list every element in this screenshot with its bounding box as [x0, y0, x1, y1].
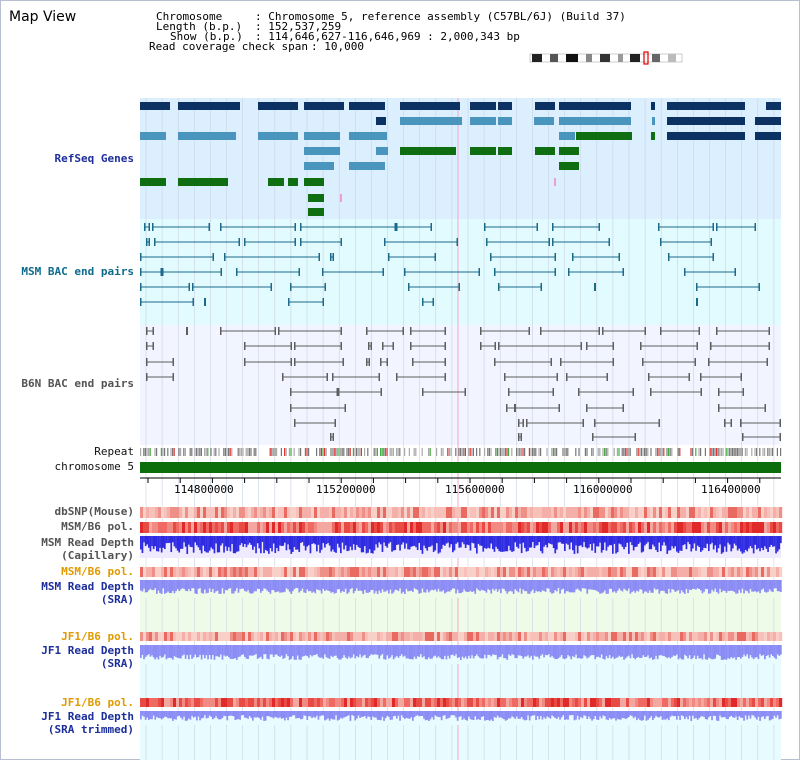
b6n-bac-track-bg [140, 325, 781, 445]
jf1-b6-pol-track[interactable] [140, 632, 783, 641]
dbsnp-track[interactable] [140, 507, 783, 518]
info-coverage-key: Read coverage check span [149, 40, 308, 53]
info-coverage-value: : 10,000 [311, 40, 364, 53]
info-show-value: : 114,646,627-116,646,969 : 2,000,343 bp [255, 30, 520, 43]
refseq-genes-track[interactable] [140, 102, 781, 216]
axis-tick-label: 116000000 [573, 483, 633, 496]
repeat-track[interactable] [140, 448, 782, 456]
b6n-bac-end-pairs-track[interactable] [146, 327, 781, 441]
track-label-msm-depth-cap[interactable]: MSM Read Depth [41, 536, 134, 549]
track-label-jf1-depth-sra[interactable]: JF1 Read Depth [41, 644, 134, 657]
axis-tick-label: 115200000 [316, 483, 376, 496]
track-label-chromosome[interactable]: chromosome 5 [54, 460, 134, 473]
msm-b6-pol-track-2[interactable] [140, 567, 783, 577]
jf1-read-depth-sra-track[interactable] [140, 645, 782, 664]
track-label-jf1-depth-sra-sub: (SRA) [100, 657, 134, 670]
track-label-msm-bac[interactable]: MSM BAC end pairs [21, 265, 134, 278]
info-chromosome-value: : Chromosome 5, reference assembly (C57B… [255, 10, 626, 23]
msm-bac-end-pairs-track[interactable] [140, 223, 760, 306]
track-label-refseq-genes[interactable]: RefSeq Genes [54, 152, 134, 165]
chromosome-ideogram[interactable] [529, 51, 683, 65]
info-chromosome-key: Chromosome [156, 10, 223, 23]
track-label-jf1-depth-trim-sub: (SRA trimmed) [47, 723, 134, 736]
msm-b6-pol-track[interactable] [140, 522, 783, 533]
track-label-jf1-b6-pol-2[interactable]: JF1/B6 pol. [61, 696, 134, 709]
info-length-value: : 152,537,259 [255, 20, 342, 33]
axis-tick-label: 115600000 [445, 483, 505, 496]
position-axis [140, 477, 781, 483]
jf1-b6-pol-track-2[interactable] [140, 698, 783, 707]
track-label-msm-b6-pol-2[interactable]: MSM/B6 pol. [61, 565, 134, 578]
track-label-jf1-b6-pol[interactable]: JF1/B6 pol. [61, 630, 134, 643]
msm-read-depth-sra-track[interactable] [140, 580, 782, 598]
refseq-track-bg [140, 98, 781, 219]
track-label-msm-depth-sra[interactable]: MSM Read Depth [41, 580, 134, 593]
info-length-key: Length (b.p.) [156, 20, 243, 33]
track-label-b6n-bac[interactable]: B6N BAC end pairs [21, 377, 134, 390]
track-label-jf1-depth-trim[interactable]: JF1 Read Depth [41, 710, 134, 723]
chromosome-bar[interactable] [140, 462, 781, 473]
track-label-msm-b6-pol[interactable]: MSM/B6 pol. [61, 520, 134, 533]
axis-tick-label: 116400000 [701, 483, 761, 496]
track-label-repeat[interactable]: Repeat [94, 445, 134, 458]
ideogram-position-marker [643, 51, 649, 65]
msm-read-depth-capillary-track[interactable] [140, 536, 782, 558]
info-show-key: Show (b.p.) [170, 30, 243, 43]
track-label-msm-depth-cap-sub: (Capillary) [61, 549, 134, 562]
page-title: Map View [9, 9, 77, 25]
axis-tick-label: 114800000 [174, 483, 234, 496]
jf1-read-depth-trimmed-track[interactable] [140, 711, 782, 725]
track-label-dbsnp[interactable]: dbSNP(Mouse) [54, 505, 134, 518]
track-label-msm-depth-sra-sub: (SRA) [100, 593, 134, 606]
